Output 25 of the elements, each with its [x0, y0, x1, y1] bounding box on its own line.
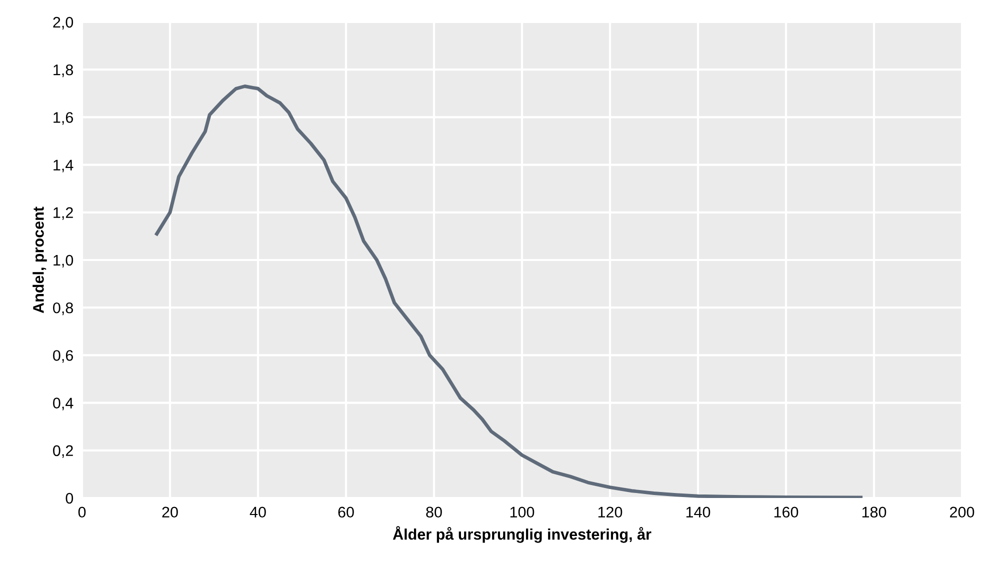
- x-tick-label: 160: [774, 506, 798, 518]
- x-tick-label: 40: [250, 506, 266, 518]
- x-tick-label: 80: [426, 506, 442, 518]
- x-tick-label: 140: [686, 506, 710, 518]
- x-tick-label: 120: [598, 506, 622, 518]
- x-tick-label: 200: [950, 506, 974, 518]
- line-series: [155, 84, 863, 498]
- x-tick-label: 20: [162, 506, 178, 518]
- y-tick-label: 0,2: [53, 445, 73, 458]
- y-tick-label: 1,8: [54, 64, 74, 78]
- y-tick-label: 0: [66, 492, 74, 504]
- y-tick-label: 1,2: [54, 207, 73, 220]
- y-tick-label: 1,4: [54, 160, 74, 172]
- y-tick-label: 0,8: [53, 302, 74, 316]
- y-tick-label: 1,0: [54, 254, 74, 268]
- x-tick-label: 60: [338, 506, 354, 518]
- x-tick-label: 0: [78, 506, 86, 518]
- y-tick-label: 1,6: [54, 112, 73, 125]
- y-tick-label: 0,4: [53, 398, 74, 410]
- x-tick-label: 100: [510, 506, 534, 518]
- y-tick-label: 0,6: [53, 350, 73, 363]
- y-tick-label: 2,0: [53, 16, 74, 30]
- y-axis-title: Andel, procent: [32, 206, 47, 314]
- x-axis-title: Ålder på ursprunglig investering, år: [392, 526, 652, 543]
- x-tick-label: 180: [862, 506, 886, 518]
